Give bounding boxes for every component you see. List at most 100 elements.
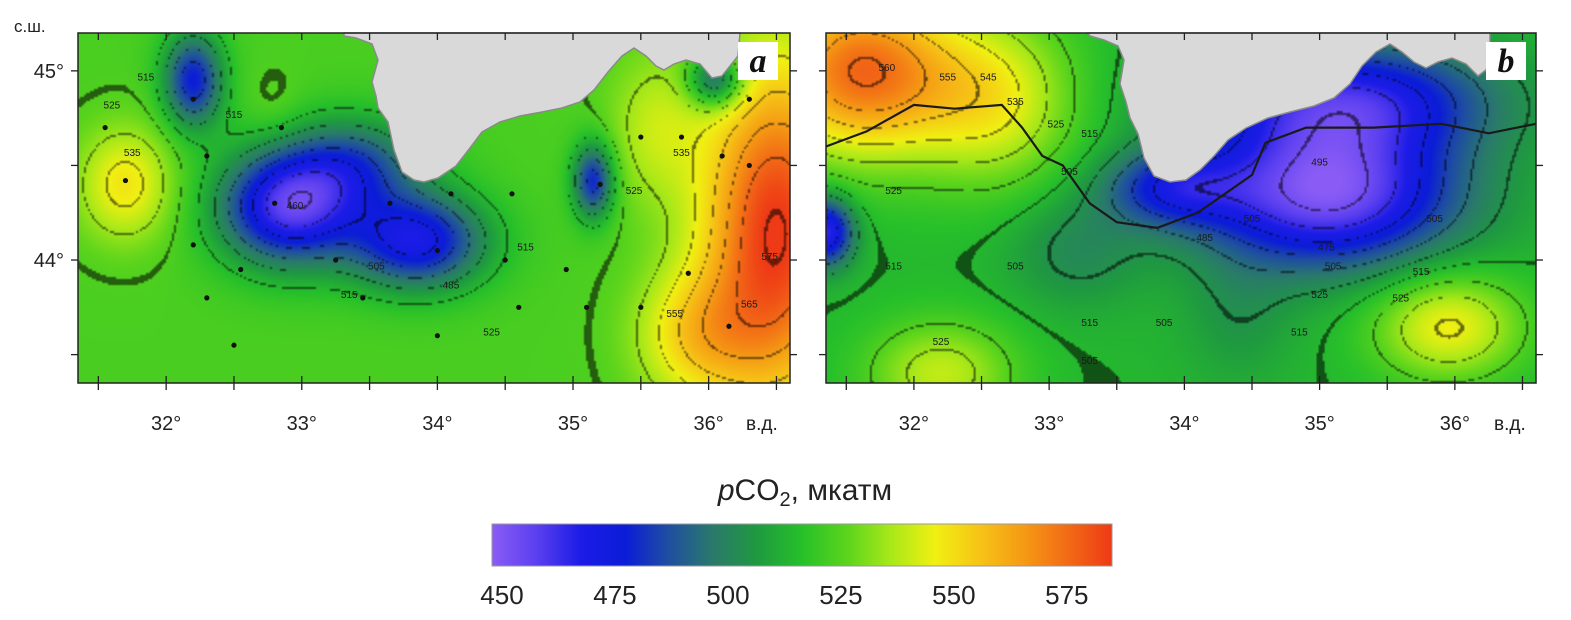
contour-labels-b: 560 555 545 535 525 515 505 525 515 525 505 515 505 5… — [879, 63, 1444, 367]
contour-label: 505 — [1244, 214, 1261, 225]
panel-b-letter-box — [1486, 42, 1526, 80]
x-tick-label: 34° — [422, 413, 452, 435]
contour-label: 535 — [1007, 97, 1024, 108]
panel-b-frame — [825, 32, 1537, 384]
x-tick-label: 36° — [694, 413, 724, 435]
x-tick-label: 33° — [287, 413, 317, 435]
station-marker — [746, 162, 752, 169]
ship-track-b — [825, 103, 1537, 230]
contour-label: 525 — [104, 101, 121, 112]
station-marker — [231, 342, 237, 348]
contour-label: 485 — [1196, 233, 1213, 244]
station-marker — [190, 96, 196, 102]
contour-label: 505 — [1156, 318, 1173, 329]
station-marker — [685, 270, 691, 276]
station-marker — [597, 181, 603, 187]
station-marker — [678, 134, 685, 140]
lon-unit-label-a: в.д. — [746, 414, 778, 435]
station-marker — [360, 295, 366, 301]
y-axis-a: 45° 44° — [34, 61, 797, 356]
station-marker — [190, 242, 196, 248]
panel-b-letter: b — [1498, 43, 1515, 80]
station-marker — [122, 177, 129, 184]
contour-label: 525 — [933, 337, 950, 348]
contour-label: 515 — [517, 243, 534, 254]
contour-label: 525 — [1311, 290, 1328, 301]
colorbar-ticks: 450 475 500 525 550 575 — [480, 580, 1088, 610]
colorbar-gradient — [491, 523, 1113, 567]
x-tick-label: 36° — [1440, 413, 1470, 435]
station-marker — [434, 333, 440, 339]
colorbar-title-main: CO — [735, 474, 780, 507]
colorbar: pCO2, мкатм 450 475 500 525 550 575 — [480, 474, 1113, 610]
contour-label: 515 — [1081, 318, 1098, 329]
x-tick-label: 32° — [151, 413, 181, 435]
contour-label: 515 — [1291, 328, 1308, 339]
contour-label: 525 — [626, 186, 643, 197]
contour-label: 460 — [287, 201, 304, 212]
contour-label: 525 — [1392, 294, 1409, 305]
contour-label: 560 — [879, 63, 896, 74]
station-marker — [204, 153, 210, 159]
station-marker — [746, 96, 752, 102]
station-marker — [434, 247, 440, 254]
contour-label: 505 — [1081, 356, 1098, 367]
station-marker — [583, 304, 590, 310]
panel-a-letter-box — [738, 42, 778, 80]
contour-label: 485 — [443, 280, 460, 291]
contour-label: 535 — [124, 148, 141, 159]
station-marker — [563, 266, 569, 273]
x-axis-b: 32° 33° 34° 35° 36° — [845, 33, 1524, 435]
crimea-land-a — [343, 32, 741, 183]
contour-label: 475 — [1318, 243, 1335, 254]
station-marker — [102, 124, 108, 131]
x-tick-label: 33° — [1034, 413, 1064, 435]
contour-label: 505 — [1325, 261, 1342, 272]
y-tick-label: 45° — [34, 61, 64, 83]
station-marker — [638, 134, 644, 140]
crimea-land-b — [1086, 32, 1491, 183]
contour-label: 565 — [741, 299, 758, 310]
station-marker — [238, 266, 244, 273]
station-marker — [278, 124, 285, 131]
colorbar-title-sub: 2 — [780, 489, 791, 511]
contour-label: 515 — [226, 110, 243, 121]
station-marker — [719, 153, 725, 159]
x-tick-label: 35° — [558, 413, 588, 435]
contour-label: 495 — [1311, 157, 1328, 168]
contour-label: 505 — [1426, 214, 1443, 225]
x-axis-a: 32° 33° 34° 35° 36° — [97, 33, 778, 435]
x-tick-label: 32° — [899, 413, 929, 435]
colorbar-tick-label: 450 — [480, 580, 523, 610]
contour-label: 515 — [1081, 129, 1098, 140]
panel-a-letter: a — [750, 43, 767, 80]
contour-label: 515 — [137, 72, 154, 83]
contour-label: 555 — [939, 72, 956, 83]
station-marker — [516, 304, 522, 310]
station-marker — [387, 200, 393, 206]
contour-label: 525 — [1048, 120, 1065, 131]
contour-label: 555 — [666, 309, 683, 320]
station-marker — [502, 257, 508, 263]
station-marker — [509, 191, 515, 197]
lat-unit-label: с.ш. — [14, 17, 46, 36]
station-marker — [638, 304, 644, 310]
colorbar-tick-label: 575 — [1045, 580, 1088, 610]
colorbar-tick-label: 525 — [819, 580, 862, 610]
contour-label: 515 — [341, 290, 358, 301]
contour-label: 545 — [980, 72, 997, 83]
contour-label: 525 — [483, 328, 500, 339]
contour-label: 575 — [761, 252, 778, 263]
colorbar-title: pCO2, мкатм — [717, 474, 892, 511]
lon-unit-label-b: в.д. — [1494, 414, 1526, 435]
contour-label: 535 — [673, 148, 690, 159]
contour-label: 505 — [368, 261, 385, 272]
contour-label: 515 — [885, 261, 902, 272]
contour-label: 515 — [1413, 267, 1430, 278]
contour-label: 505 — [1007, 261, 1024, 272]
colorbar-tick-label: 550 — [932, 580, 975, 610]
colorbar-tick-label: 475 — [593, 580, 636, 610]
colorbar-tick-label: 500 — [706, 580, 749, 610]
station-marker — [726, 323, 732, 329]
y-tick-label: 44° — [34, 250, 64, 272]
